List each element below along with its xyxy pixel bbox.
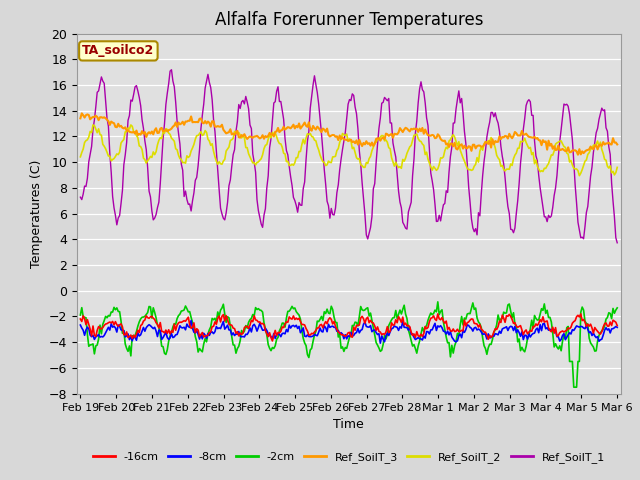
- -8cm: [613, 324, 621, 330]
- -8cm: [542, 326, 550, 332]
- Title: Alfalfa Forerunner Temperatures: Alfalfa Forerunner Temperatures: [214, 11, 483, 29]
- Ref_SoilT_2: [77, 154, 84, 160]
- Legend: -16cm, -8cm, -2cm, Ref_SoilT_3, Ref_SoilT_2, Ref_SoilT_1: -16cm, -8cm, -2cm, Ref_SoilT_3, Ref_Soil…: [88, 447, 609, 467]
- -2cm: [570, 384, 578, 390]
- -8cm: [376, 340, 384, 346]
- Line: -8cm: -8cm: [81, 321, 617, 343]
- Ref_SoilT_3: [613, 142, 621, 147]
- -16cm: [269, 338, 276, 344]
- Ref_SoilT_1: [541, 214, 548, 220]
- -8cm: [95, 332, 102, 337]
- -16cm: [541, 319, 548, 325]
- Ref_SoilT_1: [354, 126, 362, 132]
- Text: TA_soilco2: TA_soilco2: [82, 44, 154, 58]
- Ref_SoilT_2: [541, 166, 548, 171]
- Line: -16cm: -16cm: [81, 314, 617, 341]
- -16cm: [461, 317, 468, 323]
- Ref_SoilT_1: [611, 214, 618, 220]
- -2cm: [353, 320, 360, 325]
- Ref_SoilT_3: [354, 142, 362, 147]
- Ref_SoilT_3: [541, 139, 548, 145]
- Ref_SoilT_3: [612, 140, 620, 145]
- Ref_SoilT_3: [96, 114, 104, 120]
- Ref_SoilT_3: [78, 110, 86, 116]
- Ref_SoilT_2: [613, 165, 621, 170]
- Ref_SoilT_2: [111, 154, 119, 159]
- Line: Ref_SoilT_3: Ref_SoilT_3: [81, 113, 617, 155]
- -16cm: [577, 311, 584, 317]
- Ref_SoilT_1: [613, 240, 621, 246]
- -8cm: [77, 322, 84, 328]
- -2cm: [612, 307, 620, 313]
- -16cm: [354, 323, 362, 328]
- Ref_SoilT_1: [111, 213, 119, 218]
- Ref_SoilT_3: [113, 124, 121, 130]
- Ref_SoilT_1: [168, 67, 175, 72]
- -8cm: [111, 325, 119, 331]
- Ref_SoilT_2: [612, 170, 620, 176]
- -2cm: [434, 299, 442, 305]
- Ref_SoilT_2: [575, 173, 583, 179]
- Ref_SoilT_1: [77, 194, 84, 200]
- -2cm: [77, 312, 84, 318]
- -16cm: [613, 323, 621, 328]
- Line: Ref_SoilT_1: Ref_SoilT_1: [81, 70, 617, 243]
- Line: Ref_SoilT_2: Ref_SoilT_2: [81, 125, 617, 176]
- Ref_SoilT_2: [127, 122, 134, 128]
- Ref_SoilT_3: [461, 143, 468, 149]
- -16cm: [612, 319, 620, 325]
- Ref_SoilT_2: [461, 158, 468, 164]
- -8cm: [462, 327, 470, 333]
- -2cm: [461, 315, 468, 321]
- -8cm: [354, 325, 362, 331]
- -2cm: [613, 305, 621, 311]
- X-axis label: Time: Time: [333, 418, 364, 431]
- -16cm: [111, 319, 119, 324]
- Ref_SoilT_1: [461, 129, 468, 134]
- -16cm: [77, 316, 84, 322]
- -2cm: [541, 301, 548, 307]
- Ref_SoilT_3: [77, 115, 84, 121]
- Ref_SoilT_1: [95, 88, 102, 94]
- Ref_SoilT_2: [354, 156, 362, 162]
- -8cm: [188, 318, 195, 324]
- Ref_SoilT_3: [574, 152, 582, 157]
- Line: -2cm: -2cm: [81, 302, 617, 387]
- Ref_SoilT_2: [95, 126, 102, 132]
- -8cm: [612, 324, 620, 329]
- -2cm: [95, 336, 102, 342]
- -16cm: [95, 324, 102, 329]
- Y-axis label: Temperatures (C): Temperatures (C): [30, 159, 43, 268]
- -2cm: [111, 307, 119, 312]
